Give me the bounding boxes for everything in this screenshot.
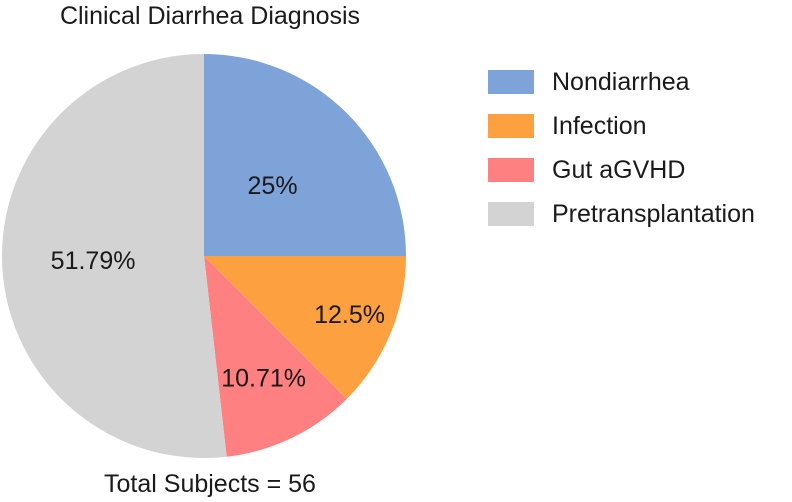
legend-item: Infection — [488, 104, 755, 148]
legend-item: Pretransplantation — [488, 192, 755, 236]
legend-label: Nondiarrhea — [552, 67, 690, 96]
pie-slice-nondiarrhea — [204, 54, 406, 256]
legend-label: Infection — [552, 111, 647, 140]
slice-label-infection: 12.5% — [314, 301, 385, 329]
pie-chart: 25% 12.5% 10.71% 51.79% — [2, 54, 406, 458]
legend: Nondiarrhea Infection Gut aGVHD Pretranspla… — [488, 60, 755, 236]
legend-swatch — [488, 202, 534, 226]
legend-item: Gut aGVHD — [488, 148, 755, 192]
legend-swatch — [488, 158, 534, 182]
legend-item: Nondiarrhea — [488, 60, 755, 104]
legend-label: Pretransplantation — [552, 199, 755, 228]
pie-slice-gut-agvhd — [204, 256, 347, 457]
chart-title: Clinical Diarrhea Diagnosis — [59, 2, 361, 30]
total-subjects-caption: Total Subjects = 56 — [104, 470, 316, 498]
legend-swatch — [488, 114, 534, 138]
pie-slice-infection — [204, 256, 406, 399]
slice-label-pretransplantation: 51.79% — [51, 247, 136, 275]
slice-label-nondiarrhea: 25% — [248, 172, 298, 200]
pie-slice-pretransplantation — [2, 54, 227, 458]
slice-label-gut-agvhd: 10.71% — [221, 364, 306, 392]
legend-label: Gut aGVHD — [552, 155, 686, 184]
legend-swatch — [488, 70, 534, 94]
